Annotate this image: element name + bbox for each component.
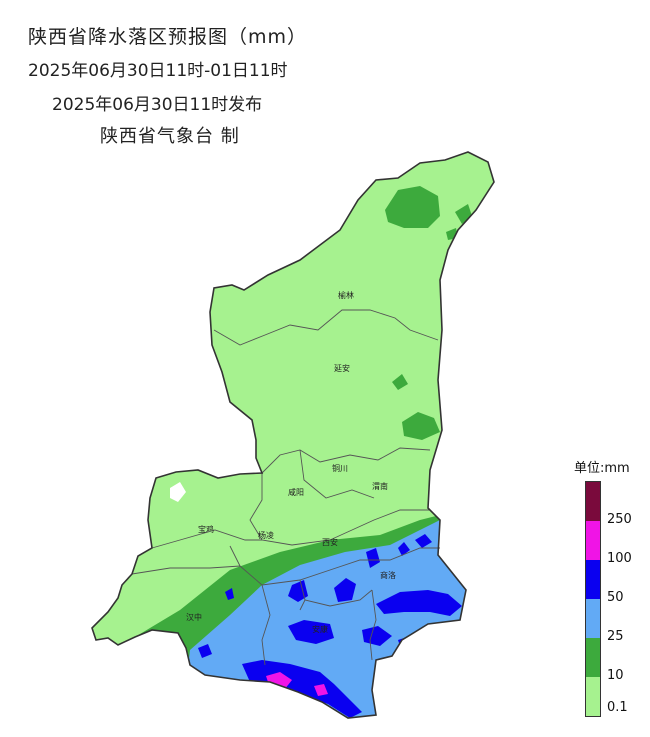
rain-zone-50 — [225, 588, 234, 600]
rain-zone-50 — [398, 542, 410, 556]
legend-swatch — [586, 560, 600, 599]
city-label-xianyang: 咸阳 — [288, 487, 304, 497]
legend-label: 0.1 — [607, 700, 628, 715]
city-label-yangling: 杨凌 — [258, 530, 274, 540]
city-label-hanzhong: 汉中 — [186, 612, 202, 622]
legend-title: 单位:mm — [574, 461, 630, 476]
legend-color-bar — [585, 481, 601, 717]
rain-zone-50 — [376, 590, 462, 616]
legend-swatch — [586, 482, 600, 521]
legend-swatch — [586, 599, 600, 638]
rain-zone-50 — [415, 534, 432, 548]
rain-zone-10-east — [402, 412, 440, 440]
issue-time: 2025年06月30日11时发布 — [52, 95, 263, 115]
city-label-ankang: 安康 — [312, 624, 328, 634]
legend-label: 250 — [607, 512, 632, 527]
legend-swatch — [586, 521, 600, 560]
issuer: 陕西省气象台 制 — [100, 126, 240, 147]
city-boundaries — [131, 309, 440, 666]
city-label-baoji: 宝鸡 — [198, 524, 214, 534]
rain-zone-50 — [334, 578, 356, 602]
legend-label: 10 — [607, 668, 624, 683]
rain-zone-10-patch — [392, 374, 408, 390]
no-rain-patch — [170, 482, 186, 502]
forecast-period: 2025年06月30日11时-01日11时 — [28, 61, 288, 81]
legend-swatch — [586, 677, 600, 716]
city-label-yanan: 延安 — [334, 363, 350, 373]
rain-zone-50 — [288, 580, 308, 602]
city-label-weinan: 渭南 — [372, 481, 388, 491]
legend-swatch — [586, 638, 600, 677]
rain-zone-50 — [366, 548, 380, 568]
rain-zone-50 — [288, 620, 334, 644]
rain-zone-50 — [362, 626, 392, 646]
rain-zone-100 — [314, 684, 328, 696]
legend-label: 25 — [607, 629, 624, 644]
rain-zone-50 — [198, 644, 212, 658]
city-label-shangluo: 商洛 — [380, 570, 396, 580]
city-label-tongchuan: 铜川 — [332, 463, 348, 473]
rain-zone-10-north — [385, 186, 440, 228]
legend-label: 100 — [607, 551, 632, 566]
map-title: 陕西省降水落区预报图（mm） — [28, 26, 308, 48]
city-label-xian: 西安 — [322, 537, 338, 547]
legend-label: 50 — [607, 590, 624, 605]
city-label-yulin: 榆林 — [338, 290, 354, 300]
